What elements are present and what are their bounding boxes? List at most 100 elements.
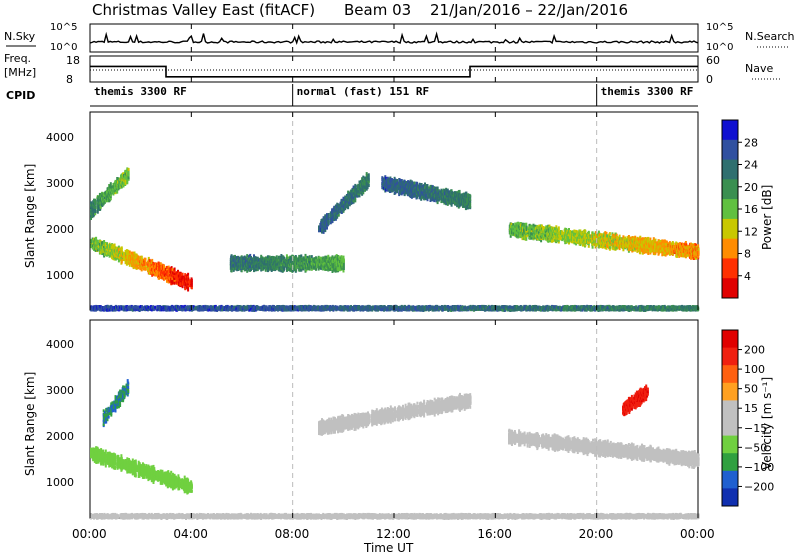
power-cell	[127, 176, 130, 180]
power-cell	[185, 285, 187, 289]
power-cell	[185, 275, 187, 279]
power-cell	[166, 267, 168, 271]
power-cell	[103, 240, 106, 243]
power-cell	[167, 265, 170, 269]
power-cell	[173, 277, 176, 281]
power-cell	[166, 279, 168, 283]
power-cell	[166, 277, 168, 281]
freq-step-line	[90, 65, 698, 78]
power-panel: Slant Range [km] 4000 3000 2000 1000	[23, 111, 700, 312]
power-cell	[120, 248, 123, 251]
power-cell	[124, 249, 127, 253]
power-cell	[137, 255, 140, 259]
power-cell	[94, 205, 97, 209]
power-cell	[347, 206, 350, 210]
power-cell	[144, 260, 147, 264]
power-cell	[140, 268, 143, 272]
power-cell	[96, 242, 99, 246]
power-cell	[171, 278, 174, 282]
power-cell	[187, 277, 190, 281]
power-cell	[119, 247, 122, 251]
power-cell	[127, 261, 130, 265]
power-cell	[163, 266, 166, 270]
power-cell	[171, 281, 174, 285]
power-cell	[337, 213, 340, 217]
power-cell	[90, 245, 93, 249]
title-dates: 21/Jan/2016 – 22/Jan/2016	[430, 1, 628, 19]
power-cell	[342, 255, 345, 259]
freq-label-1: Freq.	[4, 52, 31, 65]
power-cell	[148, 258, 151, 262]
cpid-label: CPID	[6, 89, 35, 102]
power-cell	[190, 278, 193, 282]
power-cell	[177, 269, 179, 273]
power-cell	[137, 257, 140, 261]
power-cell	[173, 267, 176, 271]
cpid-segment-label: normal (fast) 151 RF	[297, 85, 429, 98]
power-cell	[188, 279, 191, 283]
power-cell	[308, 255, 311, 259]
cpid-segment-label: themis 3300 RF	[601, 85, 694, 98]
power-cell	[96, 248, 99, 252]
power-cell	[367, 184, 370, 187]
power-cell	[155, 265, 158, 268]
power-cell	[367, 173, 370, 177]
power-cell	[96, 239, 99, 243]
power-cell	[469, 204, 472, 208]
power-cell	[469, 194, 472, 198]
power-cell	[161, 263, 164, 267]
power-cell	[120, 260, 123, 264]
power-cell	[155, 262, 158, 266]
power-cell	[128, 263, 131, 267]
power-cell	[125, 262, 128, 266]
nsearch-tick-high: 10^5	[706, 22, 733, 33]
power-cell	[557, 226, 560, 230]
title-beam: Beam 03	[344, 1, 411, 19]
power-cell	[469, 202, 472, 205]
power-cell	[354, 183, 357, 187]
nsearch-tick-low: 10^0	[706, 42, 733, 53]
power-cell	[173, 281, 176, 285]
power-cell	[469, 198, 472, 202]
power-cell	[116, 190, 119, 194]
power-cell	[327, 213, 330, 216]
power-cell	[171, 274, 174, 278]
nsky-label: N.Sky	[4, 30, 36, 43]
power-cell	[315, 267, 317, 271]
power-cell	[342, 267, 345, 270]
power-cell	[116, 246, 119, 250]
power-cell	[94, 198, 97, 202]
power-cell	[113, 256, 116, 260]
power-cell	[144, 263, 147, 266]
power-cell	[113, 243, 116, 247]
power-cell	[413, 181, 416, 185]
power-cell	[140, 255, 143, 259]
power-cell	[173, 274, 176, 278]
power-cell	[144, 257, 147, 261]
power-cell	[342, 258, 345, 262]
power-cell	[95, 239, 98, 243]
power-cell	[128, 250, 131, 254]
power-cell	[171, 268, 174, 272]
power-cell	[95, 236, 98, 240]
power-cell	[173, 271, 176, 275]
freq-label-2: [MHz]	[4, 66, 36, 79]
power-cell	[106, 253, 108, 257]
power-cell	[151, 258, 154, 262]
power-cell	[180, 273, 183, 277]
power-cell	[158, 276, 160, 280]
power-cell	[96, 246, 99, 250]
power-cell	[396, 179, 399, 182]
power-cell	[177, 271, 180, 275]
power-cell	[188, 280, 191, 284]
power-cell	[147, 256, 150, 260]
power-cell	[137, 259, 140, 263]
power-cell	[171, 276, 174, 280]
power-cell	[190, 286, 193, 290]
power-cell	[190, 283, 193, 287]
power-cell	[109, 249, 112, 253]
cpid-segment-label: themis 3300 RF	[94, 85, 187, 98]
power-cell	[106, 242, 108, 246]
power-cell	[148, 266, 151, 270]
power-cell	[171, 271, 174, 275]
